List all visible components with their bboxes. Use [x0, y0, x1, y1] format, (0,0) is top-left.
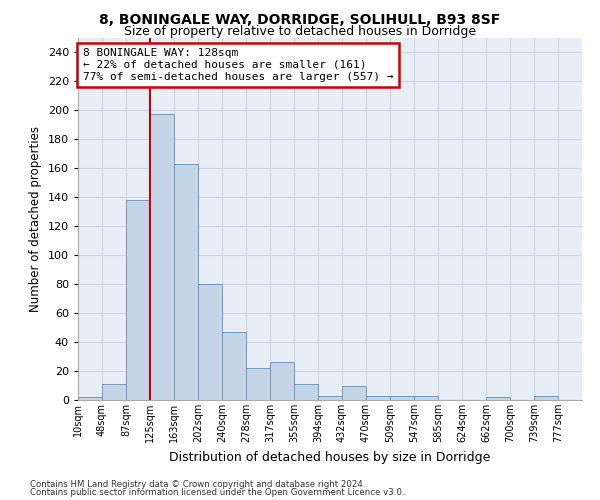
Y-axis label: Number of detached properties: Number of detached properties	[29, 126, 42, 312]
Bar	[390, 396, 414, 400]
X-axis label: Distribution of detached houses by size in Dorridge: Distribution of detached houses by size …	[169, 450, 491, 464]
Bar	[198, 284, 222, 400]
Bar	[486, 397, 510, 400]
Bar	[102, 384, 126, 400]
Bar	[294, 384, 318, 400]
Bar	[174, 164, 198, 400]
Bar	[366, 396, 390, 400]
Bar	[246, 368, 270, 400]
Bar	[126, 200, 150, 400]
Text: 8, BONINGALE WAY, DORRIDGE, SOLIHULL, B93 8SF: 8, BONINGALE WAY, DORRIDGE, SOLIHULL, B9…	[100, 12, 500, 26]
Text: Contains public sector information licensed under the Open Government Licence v3: Contains public sector information licen…	[30, 488, 404, 497]
Bar	[78, 397, 102, 400]
Text: 8 BONINGALE WAY: 128sqm
← 22% of detached houses are smaller (161)
77% of semi-d: 8 BONINGALE WAY: 128sqm ← 22% of detache…	[83, 48, 394, 82]
Bar	[270, 362, 294, 400]
Bar	[414, 396, 438, 400]
Bar	[342, 386, 366, 400]
Bar	[222, 332, 246, 400]
Bar	[534, 396, 558, 400]
Text: Size of property relative to detached houses in Dorridge: Size of property relative to detached ho…	[124, 25, 476, 38]
Bar	[318, 396, 342, 400]
Bar	[150, 114, 174, 400]
Text: Contains HM Land Registry data © Crown copyright and database right 2024.: Contains HM Land Registry data © Crown c…	[30, 480, 365, 489]
